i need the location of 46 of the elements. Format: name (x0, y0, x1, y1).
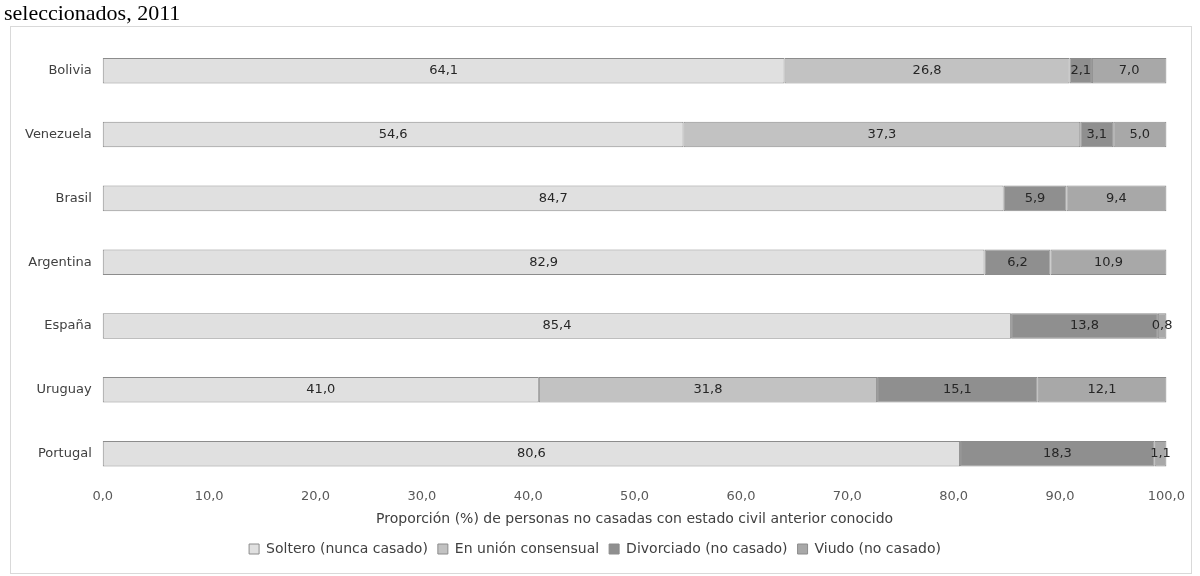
data-label: 13,8 (1070, 317, 1099, 333)
x-tick-label: 20,0 (301, 487, 330, 503)
x-tick-label: 0,0 (92, 487, 114, 503)
data-label: 5,9 (1024, 189, 1046, 205)
data-label: 80,6 (516, 445, 546, 461)
x-tick-label: 80,0 (939, 487, 969, 503)
y-tick-label: Uruguay (36, 381, 93, 397)
x-tick-label: 40,0 (513, 487, 543, 503)
data-label: 3,1 (1086, 125, 1108, 141)
x-tick-label: 30,0 (407, 487, 437, 503)
data-label: 64,1 (429, 62, 459, 78)
data-label: 85,4 (542, 317, 572, 333)
y-tick-label: Venezuela (24, 125, 92, 141)
data-label: 7,0 (1118, 62, 1140, 78)
data-label: 18,3 (1042, 445, 1072, 461)
y-tick-label: Portugal (37, 445, 92, 461)
data-label: 9,4 (1106, 189, 1127, 205)
data-label: 5,0 (1129, 125, 1151, 141)
y-tick-label: Brasil (55, 189, 92, 205)
data-label: 12,1 (1087, 381, 1117, 397)
legend-label: Soltero (nunca casado) (266, 539, 428, 556)
data-label: 26,8 (912, 62, 942, 78)
data-label: 15,1 (942, 381, 972, 397)
legend-label: En unión consensual (454, 539, 600, 556)
data-label: 31,8 (693, 381, 723, 397)
data-label: 82,9 (529, 253, 559, 269)
legend-label: Viudo (no casado) (814, 539, 941, 556)
x-tick-label: 70,0 (832, 487, 862, 503)
data-label: 84,7 (538, 189, 568, 205)
x-tick-label: 50,0 (620, 487, 650, 503)
chart-title: seleccionados, 2011 (4, 0, 181, 26)
data-label: 37,3 (867, 125, 897, 141)
x-axis-title: Proporción (%) de personas no casadas con estado civil anterior conocido (376, 510, 894, 527)
legend-label: Divorciado (no casado) (626, 539, 788, 556)
data-label: 54,6 (378, 125, 408, 141)
x-tick-label: 10,0 (194, 487, 224, 503)
y-tick-label: Argentina (28, 253, 92, 269)
x-tick-label: 60,0 (726, 487, 756, 503)
data-label: 10,9 (1093, 253, 1123, 269)
y-tick-label: Bolivia (48, 62, 92, 78)
x-tick-label: 100,0 (1147, 487, 1185, 503)
y-tick-label: España (44, 317, 92, 333)
data-label: 41,0 (306, 381, 336, 397)
data-label: 6,2 (1007, 253, 1028, 269)
x-tick-label: 90,0 (1045, 487, 1075, 503)
data-label: 2,1 (1070, 62, 1092, 78)
